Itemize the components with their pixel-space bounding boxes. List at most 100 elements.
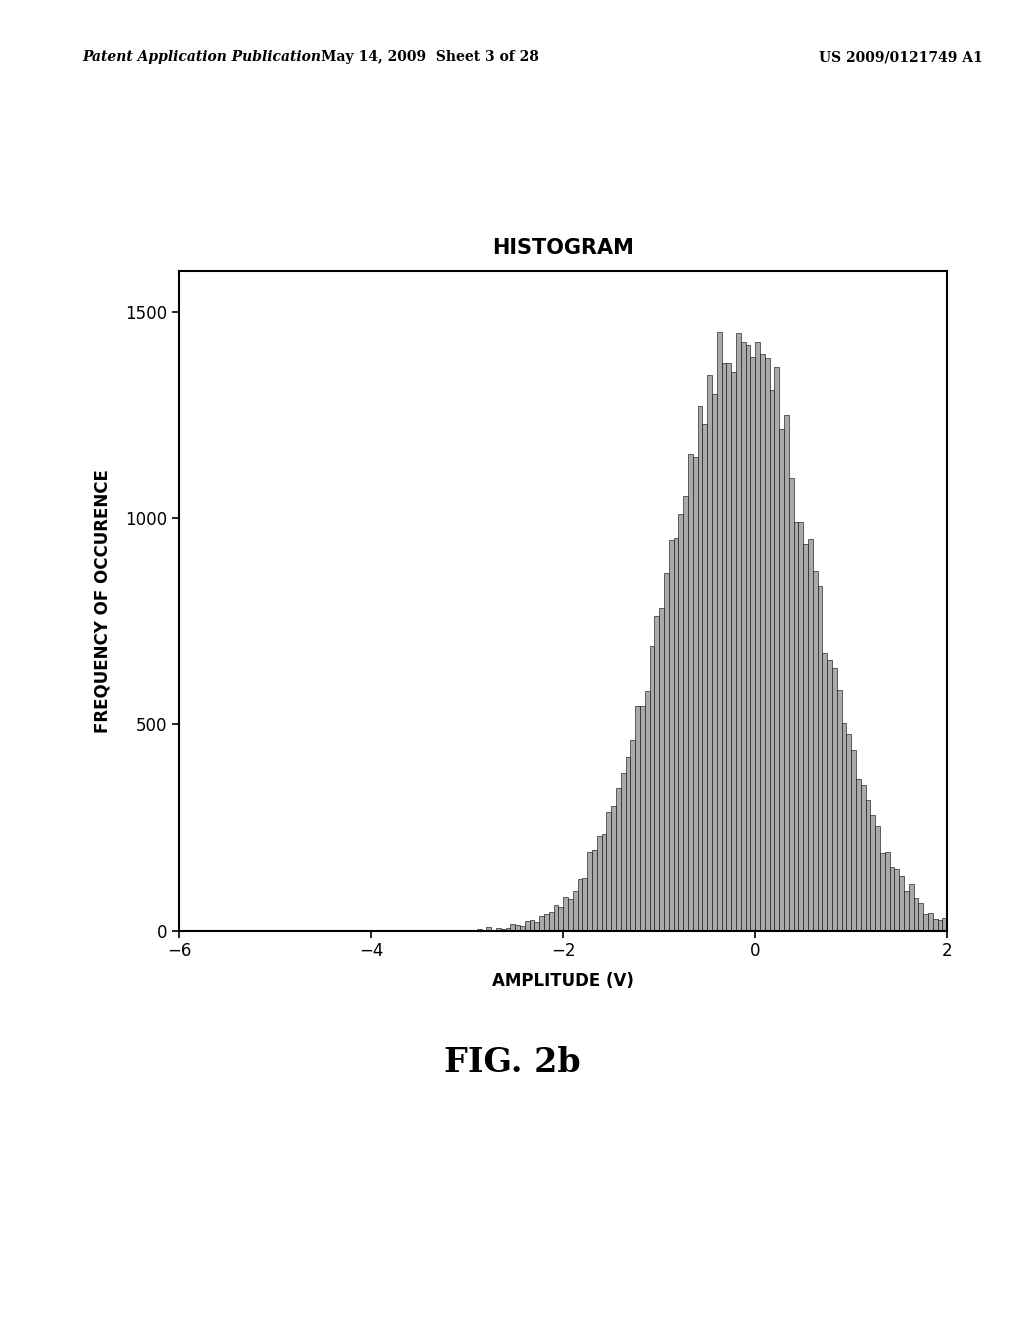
Bar (558, 907, 563, 931)
X-axis label: AMPLITUDE (V): AMPLITUDE (V) (493, 972, 634, 990)
Bar (563, 898, 568, 931)
Bar (635, 706, 640, 931)
Bar (837, 690, 842, 931)
Bar (506, 928, 510, 931)
Bar (842, 722, 847, 931)
Bar (756, 342, 760, 931)
Bar (799, 523, 803, 931)
Bar (851, 750, 856, 931)
Bar (760, 354, 765, 931)
Bar (774, 367, 779, 931)
Bar (602, 834, 606, 931)
Bar (664, 573, 669, 931)
Bar (765, 359, 770, 931)
Bar (520, 925, 524, 931)
Bar (693, 457, 697, 931)
Bar (535, 923, 540, 931)
Bar (616, 788, 621, 931)
Bar (529, 920, 535, 931)
Bar (827, 660, 831, 931)
Bar (779, 429, 784, 931)
Bar (592, 850, 597, 931)
Text: May 14, 2009  Sheet 3 of 28: May 14, 2009 Sheet 3 of 28 (322, 50, 539, 65)
Bar (770, 391, 774, 931)
Bar (784, 414, 788, 931)
Bar (611, 807, 616, 931)
Bar (856, 780, 861, 931)
Bar (515, 925, 520, 931)
Bar (712, 393, 717, 931)
Bar (894, 869, 899, 931)
Bar (702, 425, 708, 931)
Bar (649, 645, 654, 931)
Bar (626, 756, 631, 931)
Bar (669, 540, 674, 931)
Bar (933, 919, 938, 931)
Bar (674, 539, 679, 931)
Bar (659, 609, 664, 931)
Text: FIG. 2b: FIG. 2b (443, 1045, 581, 1080)
Bar (876, 826, 880, 931)
Bar (549, 912, 554, 931)
Bar (708, 375, 712, 931)
Bar (731, 372, 736, 931)
Bar (717, 333, 722, 931)
Bar (833, 668, 837, 931)
Bar (477, 929, 481, 931)
Bar (870, 816, 876, 931)
Bar (740, 342, 745, 931)
Bar (745, 345, 751, 931)
Bar (554, 906, 558, 931)
Bar (631, 741, 635, 931)
Bar (640, 705, 645, 931)
Bar (890, 867, 894, 931)
Bar (885, 851, 890, 931)
Bar (751, 358, 756, 931)
Bar (813, 572, 817, 931)
Bar (572, 891, 578, 931)
Bar (606, 812, 611, 931)
Bar (913, 899, 919, 931)
Bar (722, 363, 726, 931)
Bar (621, 774, 626, 931)
Bar (645, 690, 649, 931)
Bar (726, 363, 731, 931)
Bar (736, 334, 740, 931)
Bar (597, 836, 602, 931)
Y-axis label: FREQUENCY OF OCCURENCE: FREQUENCY OF OCCURENCE (93, 469, 112, 733)
Bar (583, 878, 587, 931)
Text: US 2009/0121749 A1: US 2009/0121749 A1 (819, 50, 983, 65)
Bar (938, 920, 942, 931)
Bar (803, 544, 808, 931)
Bar (683, 496, 688, 931)
Bar (861, 785, 865, 931)
Bar (865, 800, 870, 931)
Bar (587, 853, 592, 931)
Bar (679, 513, 683, 931)
Bar (847, 734, 851, 931)
Bar (688, 454, 693, 931)
Bar (578, 879, 583, 931)
Bar (794, 521, 799, 931)
Bar (919, 903, 924, 931)
Title: HISTOGRAM: HISTOGRAM (493, 238, 634, 257)
Bar (540, 916, 544, 931)
Bar (654, 616, 659, 931)
Bar (544, 913, 549, 931)
Bar (928, 912, 933, 931)
Bar (880, 853, 885, 931)
Bar (808, 539, 813, 931)
Bar (909, 884, 913, 931)
Bar (568, 899, 572, 931)
Bar (899, 876, 904, 931)
Bar (525, 921, 529, 931)
Bar (510, 924, 515, 931)
Bar (501, 929, 506, 931)
Bar (496, 928, 501, 931)
Bar (788, 478, 794, 931)
Text: Patent Application Publication: Patent Application Publication (82, 50, 321, 65)
Bar (904, 891, 909, 931)
Bar (817, 586, 822, 931)
Bar (486, 928, 492, 931)
Bar (697, 407, 702, 931)
